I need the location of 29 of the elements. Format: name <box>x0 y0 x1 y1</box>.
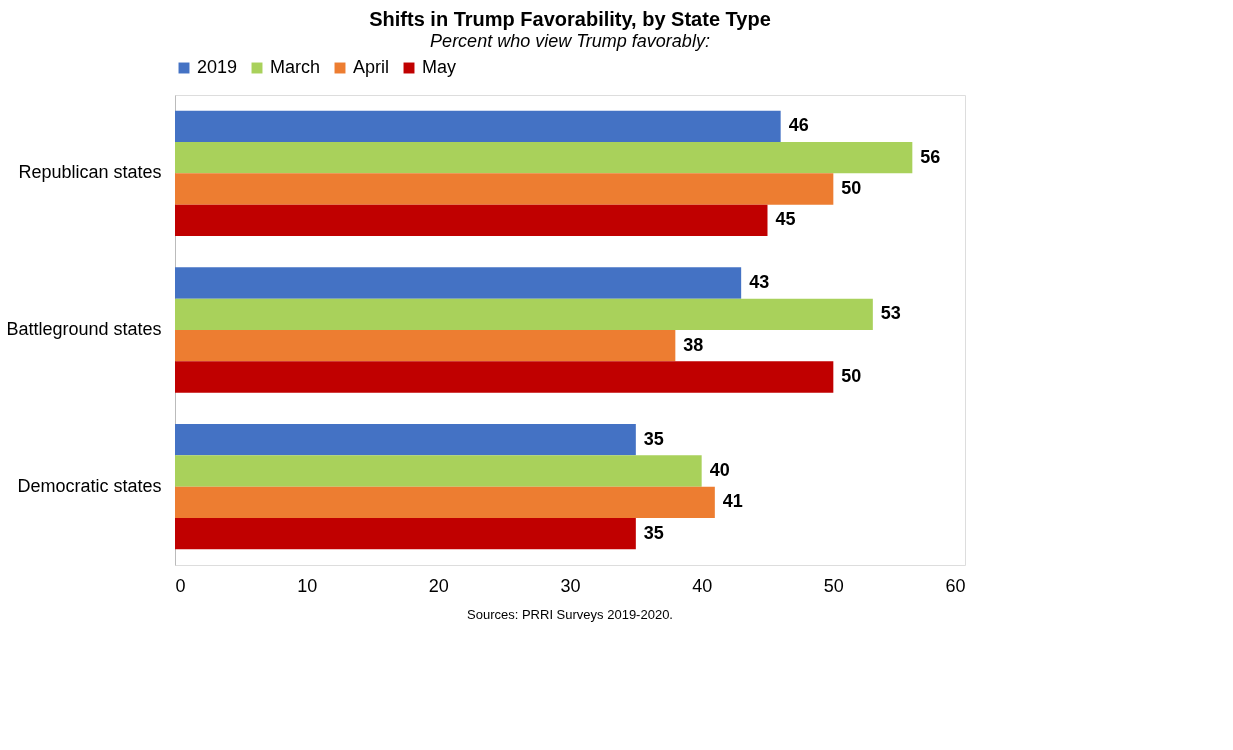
data-label: 50 <box>841 366 862 386</box>
data-label: 41 <box>722 491 743 512</box>
data-label: 35 <box>643 428 664 449</box>
y-tick-label: Battleground states <box>6 319 162 339</box>
data-label: 46 <box>788 115 809 136</box>
data-label: 38 <box>683 334 704 355</box>
legend-label: May <box>422 57 457 77</box>
x-tick-label: 20 <box>428 575 449 596</box>
source-note: Sources: PRRI Surveys 2019-2020. <box>467 607 673 622</box>
y-tick-label: Republican states <box>18 162 162 183</box>
chart-subtitle: Percent who view Trump favorably: <box>430 31 710 51</box>
data-label: 56 <box>920 146 941 167</box>
x-tick-label: 0 <box>175 575 186 596</box>
x-tick-label: 10 <box>297 575 318 596</box>
data-label: 53 <box>880 303 901 324</box>
x-tick-label: 50 <box>823 575 844 596</box>
data-label: 50 <box>841 178 862 198</box>
legend-label: 2019 <box>197 57 238 77</box>
data-label: 45 <box>775 209 796 230</box>
y-tick-label: Democratic states <box>17 475 162 496</box>
data-label: 40 <box>709 460 730 480</box>
legend-label: March <box>270 57 321 77</box>
x-tick-label: 30 <box>560 575 581 596</box>
x-tick-label: 40 <box>692 575 713 596</box>
chart-title: Shifts in Trump Favorability, by State Type <box>369 8 771 30</box>
data-label: 35 <box>643 522 664 543</box>
data-label: 43 <box>749 272 770 292</box>
legend-label: April <box>353 57 390 77</box>
x-tick-label: 60 <box>945 575 966 596</box>
